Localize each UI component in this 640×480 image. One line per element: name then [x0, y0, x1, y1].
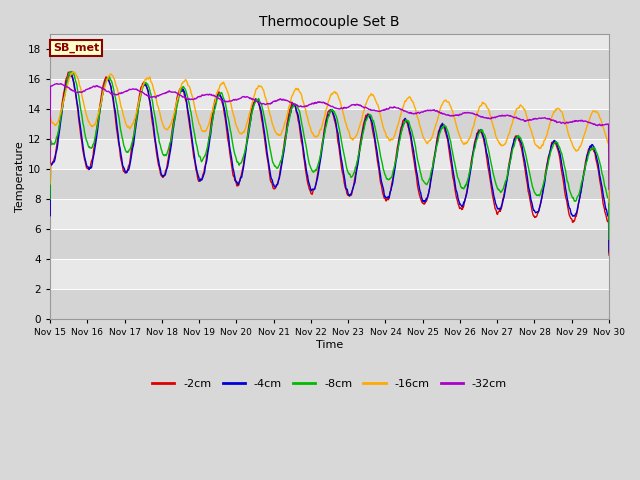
Bar	[50, 289, 609, 319]
X-axis label: Time: Time	[316, 340, 343, 350]
Bar	[50, 229, 609, 259]
Legend: -2cm, -4cm, -8cm, -16cm, -32cm: -2cm, -4cm, -8cm, -16cm, -32cm	[148, 374, 511, 393]
Bar	[50, 109, 609, 139]
Title: Thermocouple Set B: Thermocouple Set B	[259, 15, 400, 29]
Bar	[50, 49, 609, 79]
Y-axis label: Temperature: Temperature	[15, 141, 25, 212]
Text: SB_met: SB_met	[53, 43, 99, 53]
Bar	[50, 169, 609, 199]
